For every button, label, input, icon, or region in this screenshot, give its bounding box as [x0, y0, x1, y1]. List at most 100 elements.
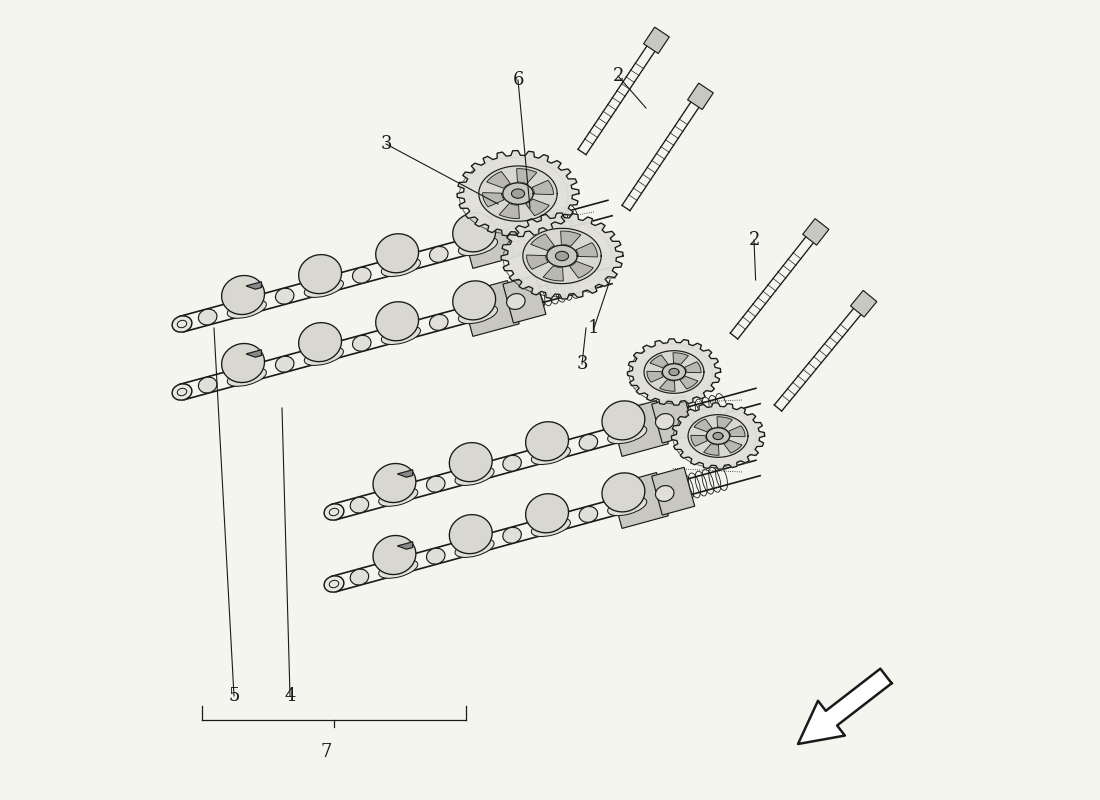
Ellipse shape — [607, 425, 647, 444]
Polygon shape — [691, 435, 707, 446]
Ellipse shape — [376, 302, 419, 341]
Ellipse shape — [526, 422, 569, 461]
Polygon shape — [246, 282, 262, 290]
Polygon shape — [694, 419, 712, 432]
Ellipse shape — [382, 326, 420, 345]
Ellipse shape — [305, 346, 343, 366]
Ellipse shape — [449, 442, 492, 482]
Polygon shape — [531, 246, 573, 276]
Ellipse shape — [350, 569, 368, 585]
Polygon shape — [651, 395, 695, 443]
Polygon shape — [724, 440, 741, 453]
Polygon shape — [728, 426, 745, 437]
Polygon shape — [530, 234, 554, 250]
Polygon shape — [503, 275, 546, 323]
Text: 2: 2 — [613, 67, 624, 85]
Polygon shape — [650, 355, 668, 368]
Polygon shape — [644, 27, 669, 54]
Ellipse shape — [376, 234, 419, 273]
Ellipse shape — [275, 288, 294, 304]
Polygon shape — [688, 83, 713, 110]
Polygon shape — [669, 369, 679, 375]
Ellipse shape — [507, 294, 525, 310]
Polygon shape — [556, 251, 569, 261]
Ellipse shape — [656, 414, 674, 430]
Ellipse shape — [275, 356, 294, 372]
Text: 5: 5 — [229, 687, 240, 705]
Polygon shape — [522, 228, 602, 284]
Polygon shape — [662, 364, 685, 380]
Polygon shape — [671, 403, 764, 469]
Ellipse shape — [228, 299, 266, 318]
Polygon shape — [689, 414, 748, 458]
Ellipse shape — [350, 497, 368, 513]
Polygon shape — [570, 262, 593, 278]
Polygon shape — [717, 417, 733, 429]
Ellipse shape — [378, 487, 418, 506]
Polygon shape — [645, 350, 704, 394]
Text: 2: 2 — [748, 231, 760, 249]
Ellipse shape — [526, 494, 569, 533]
Ellipse shape — [459, 305, 497, 324]
Polygon shape — [850, 290, 877, 317]
Ellipse shape — [455, 466, 494, 486]
Ellipse shape — [298, 322, 342, 362]
Ellipse shape — [198, 377, 217, 393]
Polygon shape — [503, 207, 546, 255]
Polygon shape — [803, 218, 829, 245]
Polygon shape — [660, 379, 675, 391]
Polygon shape — [512, 189, 525, 198]
Polygon shape — [673, 353, 689, 365]
Text: 1: 1 — [588, 319, 600, 337]
Ellipse shape — [378, 559, 418, 578]
Ellipse shape — [352, 335, 371, 351]
Text: 3: 3 — [381, 135, 392, 153]
Polygon shape — [461, 213, 519, 268]
Ellipse shape — [373, 535, 416, 574]
Ellipse shape — [602, 473, 645, 512]
Polygon shape — [695, 429, 726, 451]
Polygon shape — [483, 193, 504, 207]
Polygon shape — [561, 231, 581, 246]
Polygon shape — [487, 184, 529, 214]
Ellipse shape — [228, 367, 266, 386]
Ellipse shape — [602, 401, 645, 440]
Ellipse shape — [298, 254, 342, 294]
Polygon shape — [397, 542, 412, 550]
Text: 6: 6 — [513, 71, 524, 89]
Polygon shape — [502, 213, 623, 299]
Polygon shape — [610, 401, 669, 457]
Ellipse shape — [429, 246, 448, 262]
Ellipse shape — [459, 237, 497, 256]
Ellipse shape — [579, 506, 597, 522]
Ellipse shape — [172, 384, 191, 400]
Polygon shape — [543, 266, 563, 281]
Ellipse shape — [507, 226, 525, 242]
Polygon shape — [547, 246, 578, 266]
Polygon shape — [458, 150, 579, 237]
Ellipse shape — [324, 504, 344, 520]
Polygon shape — [531, 180, 553, 194]
Ellipse shape — [455, 538, 494, 558]
Ellipse shape — [305, 278, 343, 298]
Polygon shape — [651, 467, 695, 515]
Polygon shape — [575, 242, 597, 257]
Ellipse shape — [429, 314, 448, 330]
Ellipse shape — [221, 343, 264, 382]
Ellipse shape — [453, 281, 496, 320]
Ellipse shape — [531, 446, 571, 465]
Ellipse shape — [324, 576, 344, 592]
Ellipse shape — [579, 434, 597, 450]
Polygon shape — [246, 350, 262, 358]
Polygon shape — [478, 166, 558, 222]
Ellipse shape — [503, 527, 521, 543]
Polygon shape — [461, 281, 519, 336]
Ellipse shape — [352, 267, 371, 283]
Polygon shape — [704, 443, 719, 455]
Polygon shape — [486, 171, 510, 188]
Polygon shape — [527, 255, 548, 270]
Polygon shape — [680, 376, 697, 389]
Ellipse shape — [656, 486, 674, 502]
Polygon shape — [647, 371, 663, 382]
Ellipse shape — [221, 275, 264, 314]
